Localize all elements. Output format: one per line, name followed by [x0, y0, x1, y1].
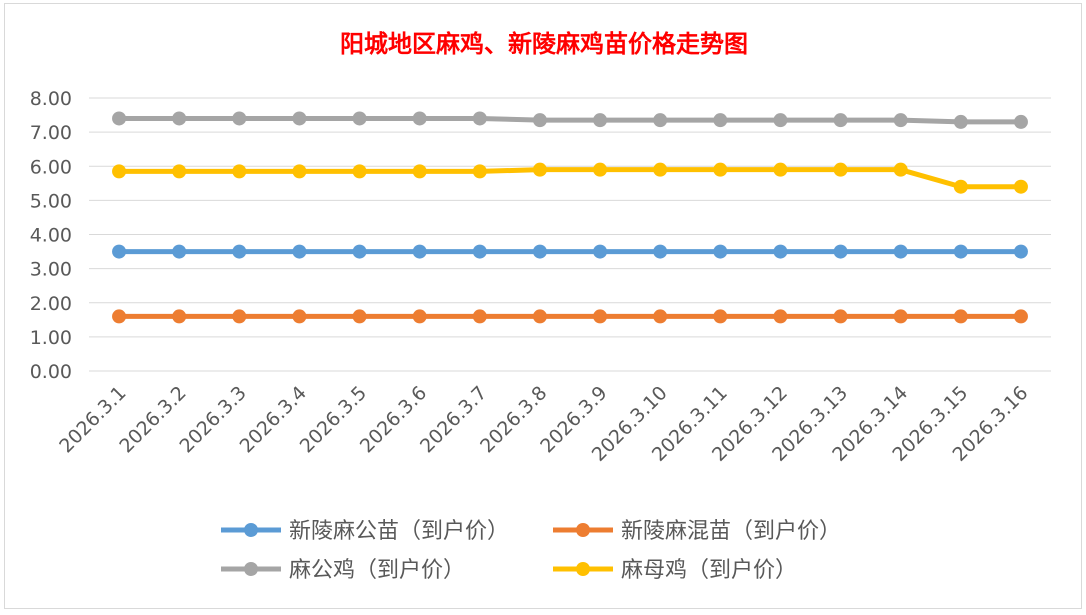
data-point	[172, 309, 187, 324]
data-point	[653, 113, 668, 128]
data-point	[232, 309, 247, 324]
data-point	[713, 162, 728, 177]
data-point	[172, 244, 187, 259]
data-point	[352, 111, 367, 126]
data-point	[653, 309, 668, 324]
data-point	[1013, 179, 1028, 194]
y-tick-label: 5.00	[30, 190, 72, 212]
data-point	[292, 309, 307, 324]
legend-swatch-marker	[244, 523, 258, 537]
y-tick-label: 1.00	[30, 327, 72, 349]
series-group	[112, 309, 1028, 324]
data-point	[172, 111, 187, 126]
data-point	[472, 244, 487, 259]
data-point	[773, 244, 788, 259]
data-point	[1013, 114, 1028, 129]
data-point	[292, 244, 307, 259]
data-point	[833, 309, 848, 324]
data-point	[412, 111, 427, 126]
data-point	[172, 164, 187, 179]
data-point	[653, 244, 668, 259]
y-tick-label: 0.00	[30, 361, 72, 383]
line-chart: 阳城地区麻鸡、新陵麻鸡苗价格走势图 0.00 1.00 2.00 3.00 4.00 5.…	[30, 30, 1051, 583]
series-lines	[112, 111, 1028, 324]
data-point	[713, 309, 728, 324]
data-point	[112, 164, 127, 179]
chart-title: 阳城地区麻鸡、新陵麻鸡苗价格走势图	[340, 30, 748, 58]
x-axis-labels: 2026.3.12026.3.22026.3.32026.3.42026.3.5…	[55, 382, 1032, 466]
data-point	[352, 164, 367, 179]
data-point	[232, 111, 247, 126]
data-point	[833, 244, 848, 259]
data-point	[833, 162, 848, 177]
y-tick-label: 8.00	[30, 88, 72, 110]
data-point	[532, 162, 547, 177]
legend-label: 新陵麻公苗（到户价）	[289, 519, 509, 544]
y-tick-label: 6.00	[30, 156, 72, 178]
data-point	[893, 309, 908, 324]
series-group	[112, 111, 1028, 129]
data-point	[472, 164, 487, 179]
y-tick-label: 7.00	[30, 122, 72, 144]
y-axis-labels: 0.00 1.00 2.00 3.00 4.00 5.00 6.00 7.00 8.00	[30, 88, 72, 383]
data-point	[593, 244, 608, 259]
data-point	[532, 244, 547, 259]
data-point	[893, 113, 908, 128]
data-point	[352, 309, 367, 324]
legend: 新陵麻公苗（到户价） 新陵麻混苗（到户价） 麻公鸡（到户价） 麻母鸡（到户价）	[221, 519, 841, 583]
y-tick-label: 3.00	[30, 259, 72, 281]
data-point	[593, 113, 608, 128]
data-point	[653, 162, 668, 177]
legend-swatch-marker	[576, 523, 590, 537]
data-point	[893, 244, 908, 259]
legend-item: 新陵麻公苗（到户价）	[221, 519, 509, 544]
data-point	[352, 244, 367, 259]
data-point	[1013, 309, 1028, 324]
chart-frame: 阳城地区麻鸡、新陵麻鸡苗价格走势图 0.00 1.00 2.00 3.00 4.00 5.…	[4, 3, 1082, 609]
data-point	[953, 114, 968, 129]
y-tick-label: 2.00	[30, 293, 72, 315]
data-point	[773, 309, 788, 324]
series-group	[112, 162, 1028, 194]
data-point	[953, 244, 968, 259]
data-point	[773, 113, 788, 128]
data-point	[713, 113, 728, 128]
data-point	[112, 309, 127, 324]
data-point	[472, 111, 487, 126]
data-point	[412, 309, 427, 324]
data-point	[412, 164, 427, 179]
data-point	[232, 164, 247, 179]
legend-label: 麻母鸡（到户价）	[621, 558, 797, 583]
series-line	[116, 167, 1024, 190]
data-point	[412, 244, 427, 259]
legend-label: 麻公鸡（到户价）	[289, 558, 465, 583]
legend-item: 麻母鸡（到户价）	[553, 558, 797, 583]
data-point	[112, 111, 127, 126]
data-point	[472, 309, 487, 324]
data-point	[292, 111, 307, 126]
data-point	[833, 113, 848, 128]
data-point	[893, 162, 908, 177]
legend-swatch-marker	[576, 562, 590, 576]
data-point	[532, 113, 547, 128]
data-point	[292, 164, 307, 179]
legend-swatch-marker	[244, 562, 258, 576]
data-point	[593, 309, 608, 324]
data-point	[532, 309, 547, 324]
series-line	[116, 115, 1024, 125]
data-point	[593, 162, 608, 177]
data-point	[112, 244, 127, 259]
legend-item: 新陵麻混苗（到户价）	[553, 519, 841, 544]
data-point	[953, 309, 968, 324]
data-point	[232, 244, 247, 259]
legend-item: 麻公鸡（到户价）	[221, 558, 465, 583]
data-point	[713, 244, 728, 259]
series-group	[112, 244, 1028, 259]
legend-label: 新陵麻混苗（到户价）	[621, 519, 841, 544]
data-point	[953, 179, 968, 194]
data-point	[773, 162, 788, 177]
data-point	[1013, 244, 1028, 259]
grid-lines	[89, 97, 1051, 372]
y-tick-label: 4.00	[30, 225, 72, 247]
